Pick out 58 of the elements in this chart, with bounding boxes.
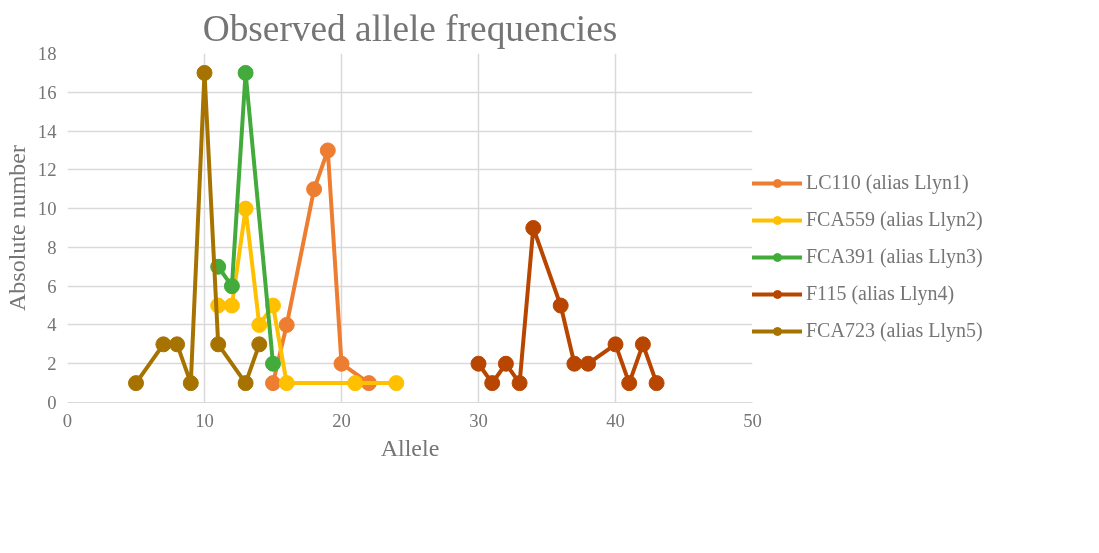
y-tick-label: 4 (47, 314, 58, 336)
point (525, 220, 542, 236)
legend-label: FCA391 (alias Llyn3) (806, 245, 983, 268)
y-tick-label: 18 (37, 43, 57, 64)
point (223, 278, 240, 295)
point (648, 375, 665, 392)
point (265, 375, 281, 392)
x-axis-title: Allele (380, 434, 440, 461)
point (306, 181, 323, 198)
point (333, 355, 350, 372)
legend-label: LC110 (alias Llyn1) (806, 171, 969, 194)
point (552, 297, 569, 314)
x-tick-label: 10 (195, 409, 214, 431)
point (251, 316, 268, 333)
point (497, 355, 514, 372)
point (128, 375, 144, 392)
point (607, 336, 624, 353)
point (278, 375, 295, 392)
x-tick-label: 40 (606, 409, 625, 431)
x-tick-label: 0 (62, 409, 73, 431)
point (511, 375, 528, 392)
point (634, 336, 651, 353)
point (182, 375, 199, 392)
point (169, 336, 186, 353)
y-tick-label: 0 (47, 392, 57, 413)
point (237, 64, 254, 81)
y-tick-label: 14 (37, 120, 58, 142)
legend-label: F115 (alias Llyn4) (806, 282, 955, 305)
y-tick-label: 8 (47, 236, 57, 258)
point (265, 355, 281, 372)
point (470, 355, 487, 372)
point (223, 297, 240, 314)
point (621, 375, 638, 392)
y-tick-label: 2 (47, 353, 57, 375)
point (388, 375, 405, 392)
legend-label: FCA559 (alias Llyn2) (806, 208, 983, 231)
y-tick-label: 6 (47, 275, 57, 297)
chart-title: Observed allele frequencies (202, 7, 618, 49)
point (155, 336, 172, 353)
x-tick-label: 50 (743, 409, 762, 431)
point (196, 64, 213, 81)
y-tick-label: 16 (37, 81, 57, 103)
x-tick-label: 20 (332, 409, 351, 431)
point (347, 375, 364, 392)
y-axis-title: Absolute number (3, 145, 30, 311)
x-tick-label: 30 (469, 409, 488, 431)
point (210, 336, 227, 353)
point (319, 142, 336, 159)
point (278, 316, 295, 333)
point (484, 375, 501, 392)
y-tick-label: 10 (37, 198, 57, 220)
y-tick-label: 12 (37, 159, 57, 181)
point (251, 336, 268, 353)
point (580, 355, 597, 372)
legend-label: FCA723 (alias Llyn5) (806, 319, 983, 342)
point (237, 200, 254, 217)
point (566, 355, 583, 372)
point (237, 375, 254, 392)
